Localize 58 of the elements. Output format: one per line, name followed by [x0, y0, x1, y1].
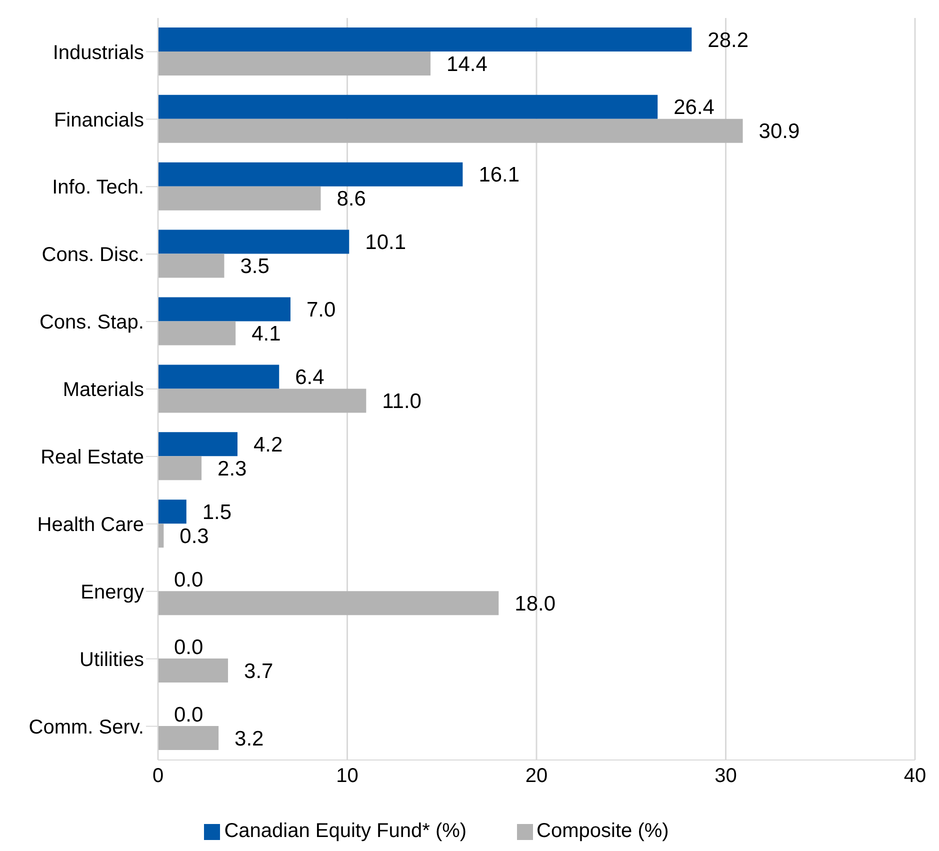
- data-label: 14.4: [446, 52, 488, 76]
- bar: [158, 726, 219, 750]
- data-label: 18.0: [514, 592, 556, 616]
- data-label: 0.0: [174, 703, 204, 726]
- bar: [158, 321, 236, 346]
- x-tick-label: 0: [152, 765, 164, 788]
- y-tick-label: Cons. Disc.: [42, 244, 144, 266]
- y-tick-label: Utilities: [80, 648, 144, 671]
- x-tick-label: 30: [714, 765, 737, 788]
- data-label: 0.0: [174, 568, 204, 592]
- data-label: 4.2: [253, 434, 283, 457]
- bar: [158, 27, 692, 52]
- y-tick-label: Health Care: [37, 514, 144, 536]
- x-tick-label: 20: [525, 765, 548, 788]
- x-tick-label: 10: [336, 765, 358, 788]
- bar: [158, 432, 238, 456]
- data-label: 3.2: [234, 727, 264, 750]
- x-tick-label: 40: [904, 765, 926, 788]
- data-label: 30.9: [758, 120, 800, 144]
- bar: [158, 254, 224, 278]
- y-tick-label: Info. Tech.: [52, 176, 144, 199]
- data-label: 7.0: [306, 298, 336, 322]
- bar: [158, 658, 228, 683]
- data-label: 11.0: [382, 390, 422, 414]
- data-label: 10.1: [365, 231, 406, 254]
- bar: [158, 297, 290, 322]
- bar: [158, 51, 431, 76]
- y-tick-label: Comm. Serv.: [28, 716, 144, 738]
- bar: [158, 500, 186, 524]
- data-label: 6.4: [295, 366, 325, 390]
- y-tick-label: Real Estate: [40, 446, 144, 469]
- y-tick-label: Materials: [62, 379, 144, 402]
- data-label: 8.6: [336, 188, 366, 211]
- data-label: 28.2: [708, 28, 749, 52]
- y-tick-label: Financials: [54, 109, 144, 132]
- data-label: 3.5: [240, 255, 270, 278]
- legend-label: Canadian Equity Fund* (%): [224, 820, 467, 842]
- bar: [158, 364, 280, 389]
- y-tick-label: Cons. Stap.: [39, 312, 144, 334]
- data-label: 2.3: [218, 458, 247, 481]
- data-label: 1.5: [202, 500, 232, 524]
- data-label: 16.1: [478, 164, 520, 187]
- data-label: 0.0: [174, 636, 204, 659]
- bar: [158, 388, 366, 413]
- bar: [158, 186, 321, 210]
- bar: [158, 162, 463, 186]
- legend-label: Composite (%): [536, 820, 669, 842]
- y-tick-label: Energy: [80, 581, 144, 604]
- bar: [158, 94, 658, 119]
- bar: [158, 230, 350, 254]
- data-label: 26.4: [674, 96, 715, 120]
- data-label: 4.1: [252, 322, 281, 346]
- data-label: 0.3: [180, 524, 209, 548]
- bar: [158, 456, 202, 480]
- bar: [158, 591, 499, 616]
- data-label: 3.7: [244, 660, 274, 683]
- y-tick-label: Industrials: [52, 42, 144, 64]
- bar: [158, 118, 743, 143]
